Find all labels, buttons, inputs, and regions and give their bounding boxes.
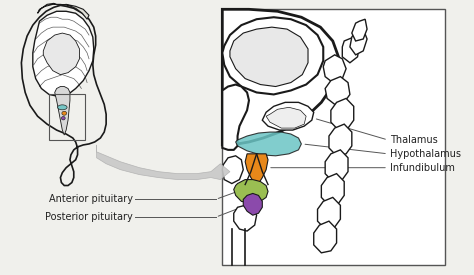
Polygon shape: [37, 3, 89, 19]
Polygon shape: [262, 102, 314, 130]
Polygon shape: [331, 98, 354, 130]
Polygon shape: [352, 19, 367, 41]
Bar: [49, 94, 85, 140]
Text: Infundibulum: Infundibulum: [390, 163, 455, 173]
Polygon shape: [222, 156, 243, 183]
Text: Thalamus: Thalamus: [390, 135, 438, 145]
Text: Hypothalamus: Hypothalamus: [390, 149, 461, 159]
Polygon shape: [243, 193, 262, 215]
Polygon shape: [266, 107, 306, 128]
Polygon shape: [43, 33, 80, 75]
Ellipse shape: [61, 117, 65, 120]
Polygon shape: [33, 11, 94, 97]
Polygon shape: [55, 87, 70, 135]
Polygon shape: [321, 174, 344, 205]
Polygon shape: [222, 9, 338, 145]
Polygon shape: [21, 5, 106, 186]
Polygon shape: [325, 77, 350, 104]
Polygon shape: [222, 84, 249, 150]
Polygon shape: [97, 145, 230, 180]
Polygon shape: [318, 197, 340, 229]
Ellipse shape: [57, 105, 67, 110]
Polygon shape: [329, 124, 352, 156]
Polygon shape: [222, 17, 323, 94]
Polygon shape: [236, 132, 301, 156]
Polygon shape: [234, 205, 256, 231]
Polygon shape: [342, 37, 359, 63]
Text: Anterior pituitary: Anterior pituitary: [49, 194, 133, 204]
Ellipse shape: [62, 111, 67, 115]
Polygon shape: [245, 154, 268, 183]
Polygon shape: [323, 55, 346, 82]
Polygon shape: [325, 150, 348, 182]
Polygon shape: [350, 29, 367, 55]
Text: Posterior pituitary: Posterior pituitary: [45, 212, 133, 222]
Polygon shape: [314, 221, 337, 253]
Polygon shape: [234, 180, 268, 203]
Polygon shape: [230, 27, 308, 87]
Bar: [222, 9, 445, 265]
